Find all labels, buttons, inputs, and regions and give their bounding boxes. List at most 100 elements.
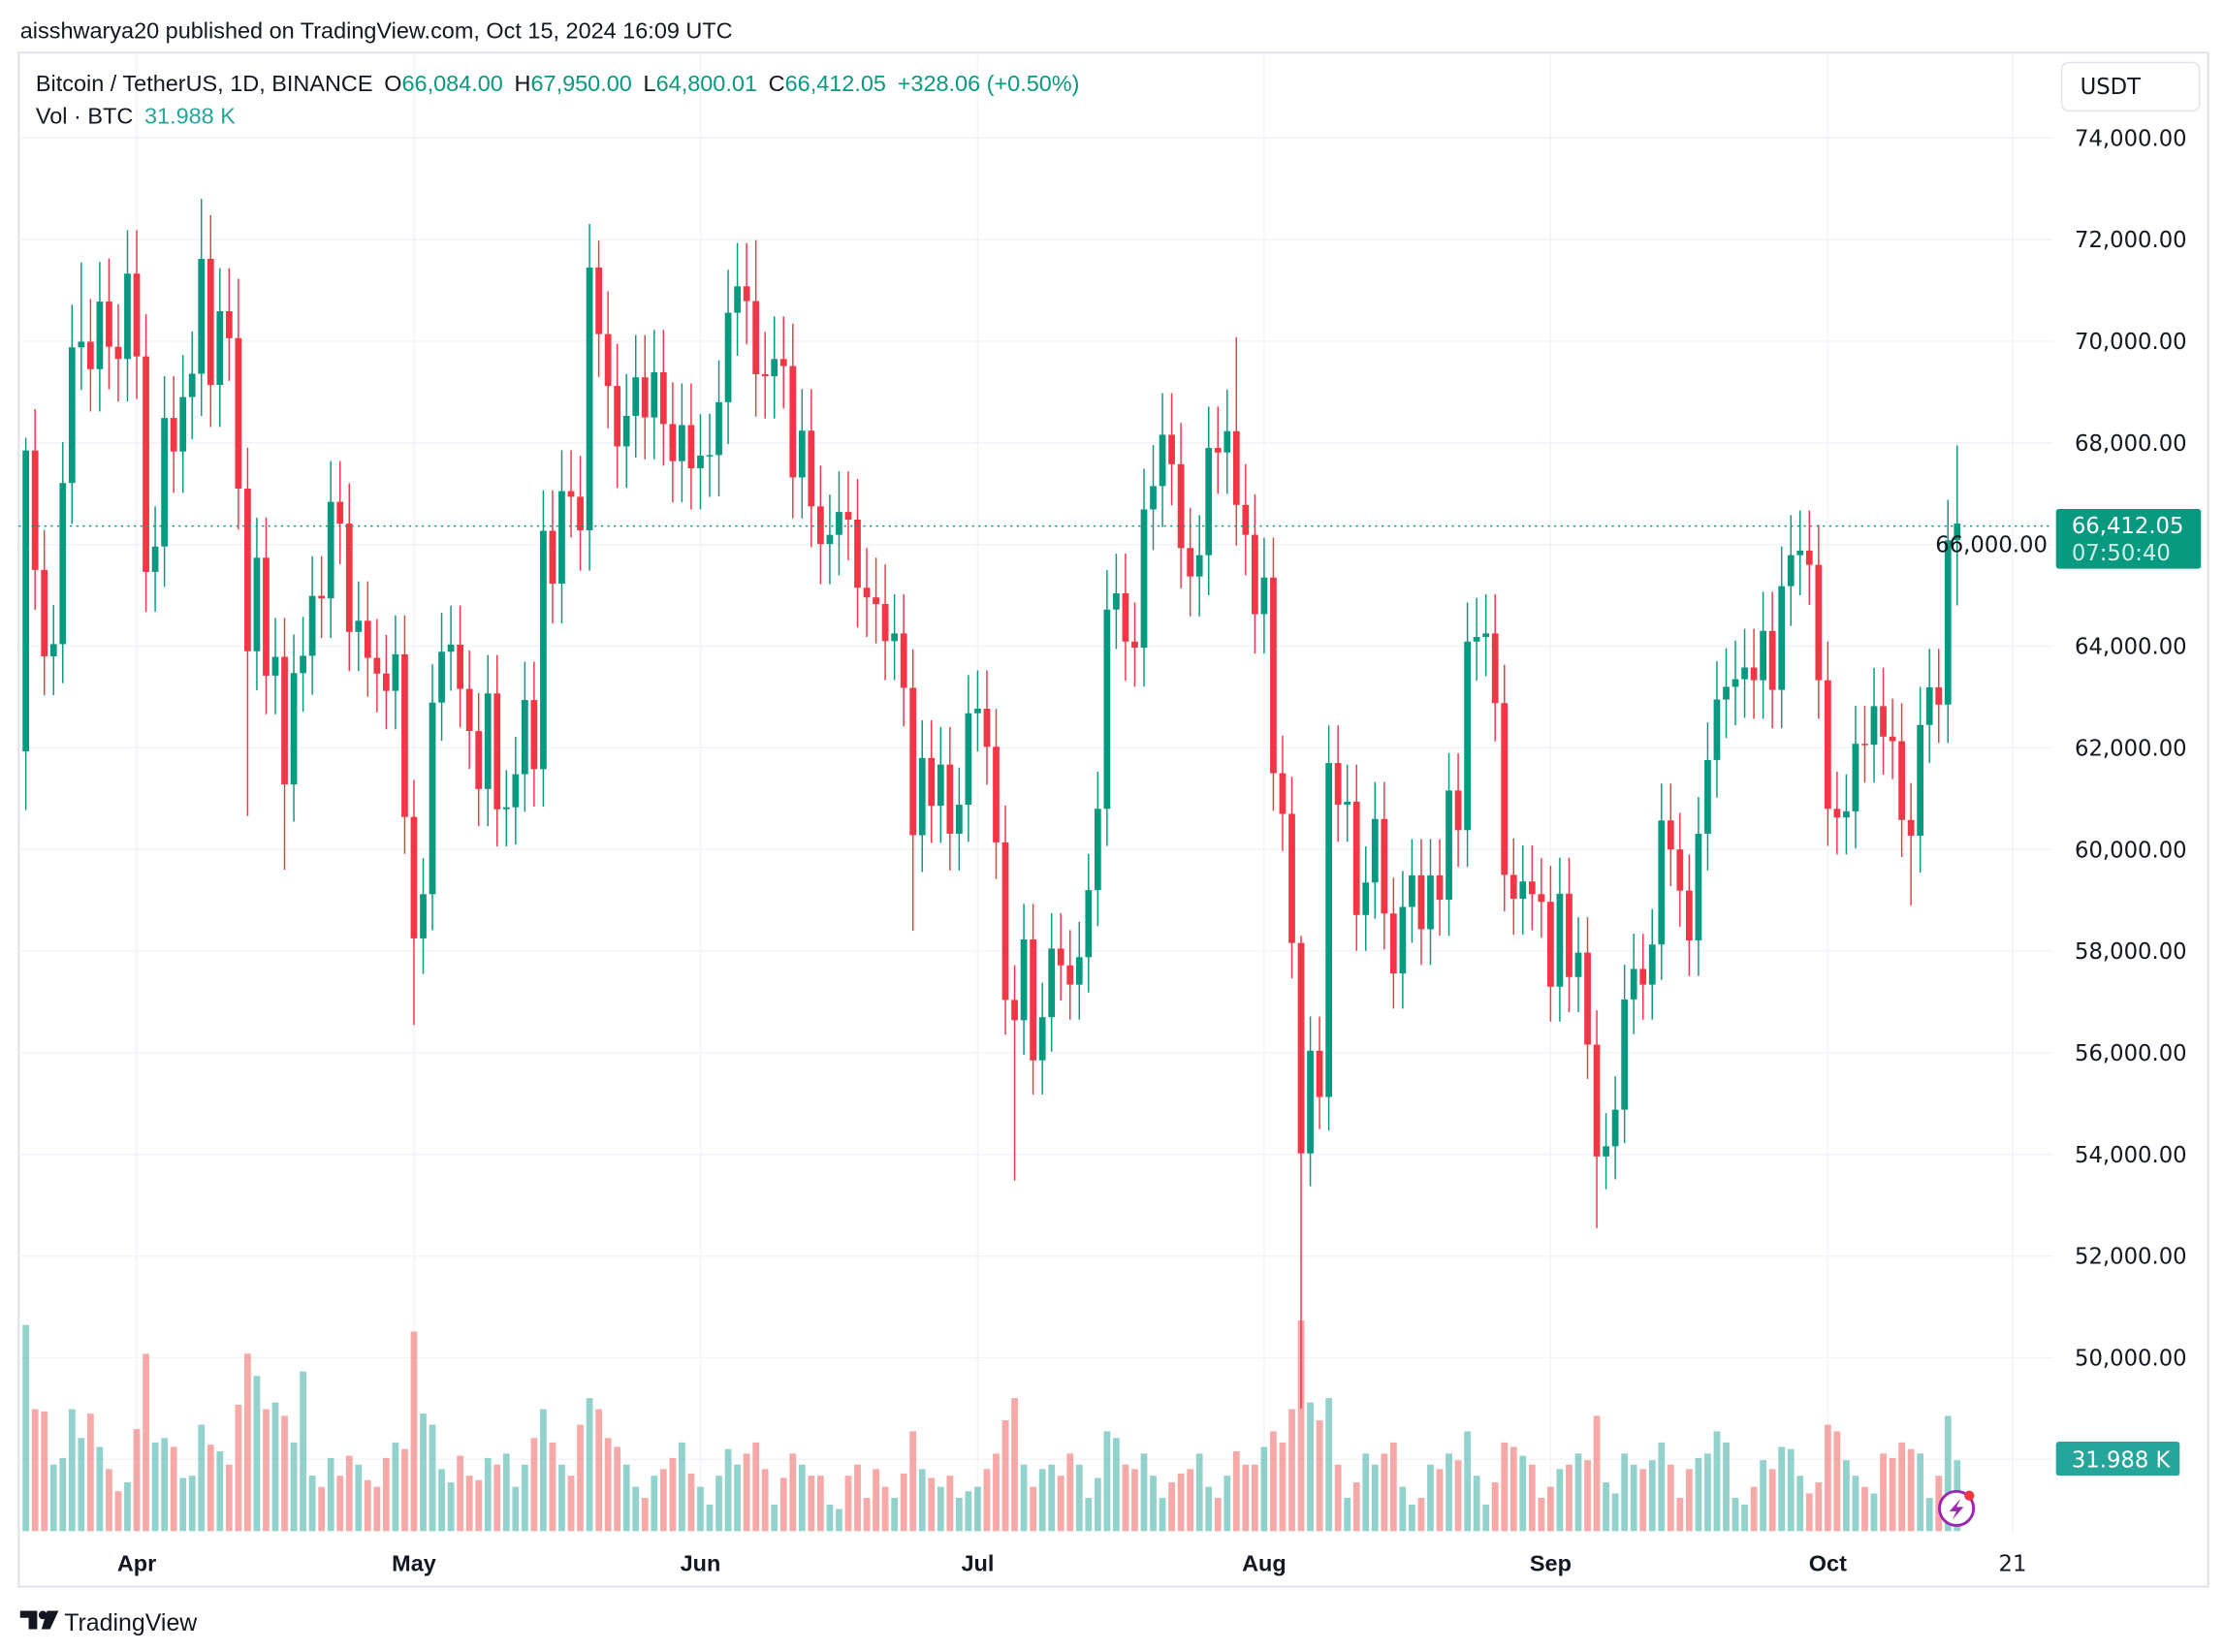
volume-bar: [1861, 1486, 1868, 1532]
volume-bar: [392, 1442, 399, 1532]
candle-down: [263, 557, 270, 676]
volume-label[interactable]: Vol · BTC: [36, 104, 133, 129]
candle-down: [106, 302, 112, 347]
candle-down: [567, 491, 575, 497]
candle-up: [521, 700, 528, 775]
volume-bar: [22, 1324, 30, 1532]
candle-up: [918, 757, 926, 836]
volume-bar: [817, 1476, 824, 1532]
volume-bar: [844, 1476, 852, 1532]
time-tick-label: Jun: [681, 1550, 721, 1575]
candle-down: [1768, 630, 1776, 690]
volume-bar: [1824, 1424, 1831, 1532]
volume-bar: [383, 1457, 390, 1532]
close-value: 66,412.05: [785, 71, 886, 96]
volume-bar: [1760, 1460, 1767, 1532]
volume-bar: [743, 1453, 750, 1532]
volume-bar: [438, 1469, 445, 1532]
candle-up: [1852, 744, 1859, 811]
candle-down: [170, 418, 177, 452]
volume-bar: [1113, 1438, 1120, 1532]
volume-bar: [798, 1464, 806, 1532]
volume-bar: [1057, 1476, 1064, 1532]
lightning-icon[interactable]: [1937, 1489, 1976, 1527]
candle-up: [1113, 592, 1120, 610]
candle-up: [540, 530, 547, 770]
candle-down: [614, 386, 621, 447]
volume-bar: [502, 1453, 510, 1532]
volume-bar: [789, 1453, 797, 1532]
candle-down: [410, 816, 418, 938]
volume-bar: [225, 1464, 233, 1532]
candle-up: [1658, 820, 1666, 945]
candle-up: [1464, 641, 1471, 831]
volume-bar: [1686, 1469, 1693, 1532]
candle-up: [622, 416, 630, 447]
volume-bar: [216, 1450, 224, 1532]
volume-bar: [1704, 1453, 1711, 1532]
volume-bar: [1732, 1498, 1739, 1532]
candle-down: [114, 346, 122, 360]
volume-bar: [1538, 1498, 1545, 1532]
volume-bar: [161, 1438, 168, 1532]
candle-down: [1676, 849, 1684, 891]
volume-bar: [170, 1446, 177, 1532]
volume-bar: [1288, 1409, 1295, 1532]
volume-bar: [355, 1464, 363, 1532]
tradingview-brand: TradingView: [64, 1609, 198, 1636]
volume-bar: [1187, 1469, 1194, 1532]
candle-down: [31, 450, 39, 570]
candle-down: [1232, 430, 1240, 505]
volume-bar: [1833, 1431, 1841, 1532]
candle-down: [530, 700, 538, 770]
currency-button[interactable]: USDT: [2060, 61, 2201, 112]
candle-down: [1436, 874, 1444, 901]
volume-bar: [826, 1504, 834, 1532]
volume-bar: [1676, 1498, 1684, 1532]
candle-down: [383, 673, 390, 691]
volume-bar: [1621, 1453, 1629, 1532]
candle-down: [143, 356, 149, 572]
volume-bar: [586, 1398, 593, 1532]
candle-up: [59, 483, 67, 645]
candle-up: [826, 534, 834, 545]
legend-symbol[interactable]: Bitcoin / TetherUS, 1D, BINANCE: [36, 71, 373, 96]
candle-up: [1195, 555, 1203, 577]
volume-bar: [1667, 1464, 1674, 1532]
volume-bar: [1768, 1469, 1776, 1532]
volume-bar: [1815, 1482, 1823, 1532]
tradingview-logo-icon: [19, 1610, 59, 1630]
candle-down: [928, 757, 936, 807]
candle-down: [1168, 434, 1175, 464]
volume-bar: [1805, 1493, 1813, 1532]
candle-up: [1704, 759, 1711, 834]
time-tick-label: Jul: [961, 1550, 994, 1575]
volume-bar: [687, 1473, 695, 1532]
candle-up: [429, 702, 436, 895]
volume-bar: [577, 1424, 584, 1532]
candle-down: [1270, 577, 1277, 774]
volume-bar: [41, 1411, 48, 1532]
volume-bar: [1547, 1486, 1554, 1532]
candle-down: [1686, 890, 1693, 941]
candle-up: [1574, 952, 1582, 977]
candle-down: [1547, 902, 1554, 987]
volume-axis-value: 31.988 K: [2072, 1447, 2172, 1473]
candle-down: [1898, 741, 1905, 820]
volume-bar: [484, 1457, 492, 1532]
candle-down: [993, 747, 1000, 842]
low-value: 64,800.01: [656, 71, 757, 96]
volume-bar: [198, 1424, 206, 1532]
price-axis[interactable]: 74,000.00 72,000.00 70,000.00 68,000.00 66,0…: [1935, 126, 2186, 1371]
volume-bar: [752, 1442, 760, 1532]
time-axis[interactable]: Apr May Jun Jul Aug Sep Oct 21: [117, 1550, 2027, 1576]
volume-bar: [632, 1486, 640, 1532]
candle-down: [1815, 564, 1823, 681]
volume-bar: [1001, 1419, 1009, 1532]
candle-down: [900, 633, 907, 688]
volume-bar: [1436, 1469, 1444, 1532]
candle-up: [502, 807, 510, 810]
candle-down: [1861, 744, 1868, 746]
volume-bar: [771, 1504, 778, 1532]
